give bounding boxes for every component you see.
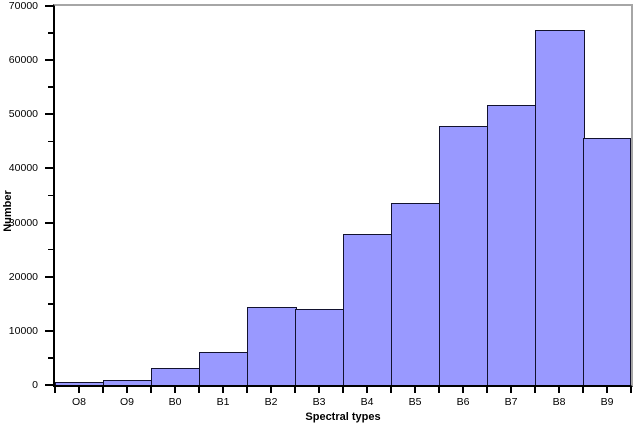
- x-tick: [294, 387, 296, 393]
- x-tick: [534, 387, 536, 393]
- bar-B1: [199, 352, 249, 385]
- y-major-tick: [45, 275, 53, 278]
- y-major-tick: [45, 221, 53, 224]
- y-minor-tick: [48, 32, 53, 34]
- x-tick-label-B9: B9: [600, 396, 614, 408]
- x-tick: [318, 387, 320, 393]
- x-tick: [558, 387, 560, 393]
- y-tick-label: 70000: [8, 0, 38, 12]
- x-tick: [414, 387, 416, 393]
- x-tick: [78, 387, 80, 393]
- x-tick: [126, 387, 128, 393]
- x-tick-label-B8: B8: [552, 396, 566, 408]
- x-tick: [582, 387, 584, 393]
- x-tick: [606, 387, 608, 393]
- x-tick: [222, 387, 224, 393]
- y-tick-label: 40000: [8, 162, 38, 175]
- x-tick-label-O9: O9: [119, 396, 134, 408]
- bar-O8: [55, 382, 105, 385]
- x-tick: [198, 387, 200, 393]
- x-tick: [102, 387, 104, 393]
- y-major-tick: [45, 59, 53, 62]
- y-major-tick: [45, 384, 53, 386]
- y-minor-tick: [48, 194, 53, 197]
- y-tick-label: 20000: [8, 270, 38, 283]
- x-tick: [150, 387, 152, 393]
- bar-B9: [583, 138, 631, 385]
- y-minor-tick: [48, 140, 53, 143]
- x-tick: [342, 387, 344, 393]
- bar-B5: [391, 203, 441, 385]
- y-tick-label: 0: [32, 379, 38, 391]
- bar-O9: [103, 380, 153, 385]
- bar-B6: [439, 126, 489, 385]
- x-tick-label-B5: B5: [408, 396, 422, 408]
- x-axis-title: Spectral types: [305, 411, 381, 423]
- x-tick-label-O8: O8: [71, 396, 86, 408]
- x-tick-label-B6: B6: [456, 396, 470, 408]
- y-major-tick: [45, 5, 53, 7]
- x-tick: [486, 387, 488, 393]
- y-major-tick: [45, 113, 53, 116]
- plot-area: [53, 4, 633, 387]
- x-tick: [462, 387, 464, 393]
- x-tick: [174, 387, 176, 393]
- y-minor-tick: [48, 248, 53, 251]
- x-tick: [510, 387, 512, 393]
- y-tick-label: 10000: [8, 324, 38, 337]
- bar-B7: [487, 105, 537, 385]
- bar-B2: [247, 307, 297, 385]
- bar-B3: [295, 309, 345, 385]
- y-major-tick: [45, 167, 53, 170]
- y-minor-tick: [48, 303, 53, 305]
- x-tick: [630, 387, 632, 393]
- x-tick-label-B0: B0: [168, 396, 182, 408]
- x-tick-label-B7: B7: [504, 396, 518, 408]
- y-minor-tick: [48, 357, 53, 359]
- x-tick-label-B2: B2: [264, 396, 278, 408]
- bar-B8: [535, 30, 585, 385]
- x-tick: [366, 387, 368, 393]
- x-tick-label-B3: B3: [312, 396, 326, 408]
- y-major-tick: [45, 329, 53, 332]
- bar-B0: [151, 368, 201, 385]
- bar-B4: [343, 234, 393, 385]
- x-tick: [270, 387, 272, 393]
- x-tick: [438, 387, 440, 393]
- y-tick-label: 60000: [8, 54, 38, 67]
- x-tick: [390, 387, 392, 393]
- x-tick: [54, 387, 56, 393]
- x-tick: [246, 387, 248, 393]
- y-tick-label: 30000: [8, 216, 38, 229]
- x-tick-label-B4: B4: [360, 396, 374, 408]
- y-minor-tick: [48, 86, 53, 88]
- y-tick-label: 50000: [8, 108, 38, 121]
- y-axis-title: Number: [2, 190, 14, 232]
- x-tick-label-B1: B1: [216, 396, 230, 408]
